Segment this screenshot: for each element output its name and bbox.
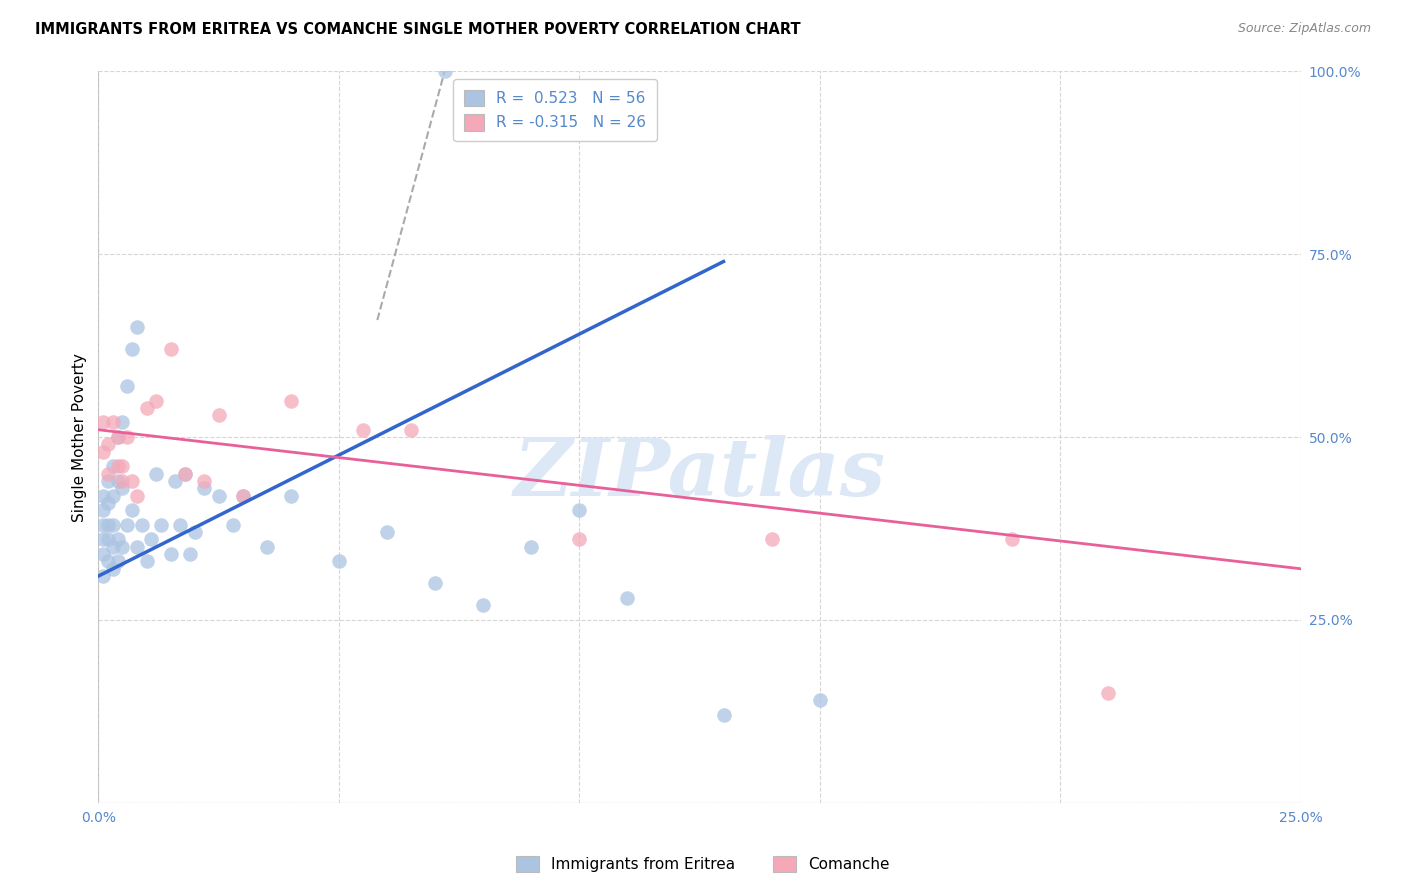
Text: IMMIGRANTS FROM ERITREA VS COMANCHE SINGLE MOTHER POVERTY CORRELATION CHART: IMMIGRANTS FROM ERITREA VS COMANCHE SING… — [35, 22, 801, 37]
Point — [117, 517, 139, 532]
Point — [91, 503, 114, 517]
Legend: R =  0.523   N = 56, R = -0.315   N = 26: R = 0.523 N = 56, R = -0.315 N = 26 — [454, 79, 657, 141]
Point — [97, 533, 120, 547]
Point — [399, 423, 422, 437]
Point — [472, 599, 495, 613]
Point — [280, 489, 302, 503]
Point — [145, 467, 167, 481]
Point — [97, 467, 120, 481]
Point — [91, 569, 114, 583]
Point — [97, 496, 120, 510]
Point — [208, 489, 231, 503]
Point — [141, 533, 163, 547]
Point — [125, 489, 148, 503]
Point — [193, 474, 215, 488]
Point — [121, 503, 143, 517]
Legend: Immigrants from Eritrea, Comanche: Immigrants from Eritrea, Comanche — [509, 848, 897, 880]
Point — [117, 379, 139, 393]
Point — [159, 547, 181, 561]
Point — [125, 320, 148, 334]
Point — [375, 525, 398, 540]
Point — [107, 430, 129, 444]
Point — [169, 517, 191, 532]
Point — [107, 474, 129, 488]
Point — [111, 459, 134, 474]
Point — [1001, 533, 1024, 547]
Point — [713, 708, 735, 723]
Point — [107, 430, 129, 444]
Point — [107, 554, 129, 568]
Point — [520, 540, 543, 554]
Point — [193, 481, 215, 495]
Point — [91, 416, 114, 430]
Point — [101, 540, 124, 554]
Point — [222, 517, 245, 532]
Point — [101, 562, 124, 576]
Point — [101, 517, 124, 532]
Point — [1097, 686, 1119, 700]
Point — [135, 554, 157, 568]
Point — [135, 401, 157, 415]
Point — [121, 474, 143, 488]
Point — [97, 474, 120, 488]
Point — [107, 533, 129, 547]
Text: ZIPatlas: ZIPatlas — [513, 435, 886, 512]
Point — [91, 444, 114, 458]
Point — [145, 393, 167, 408]
Point — [423, 576, 446, 591]
Point — [91, 547, 114, 561]
Point — [97, 517, 120, 532]
Point — [208, 408, 231, 422]
Point — [568, 503, 591, 517]
Point — [232, 489, 254, 503]
Point — [179, 547, 201, 561]
Point — [131, 517, 153, 532]
Point — [91, 517, 114, 532]
Point — [149, 517, 172, 532]
Point — [328, 554, 350, 568]
Point — [125, 540, 148, 554]
Point — [111, 540, 134, 554]
Point — [352, 423, 374, 437]
Point — [183, 525, 205, 540]
Point — [280, 393, 302, 408]
Point — [121, 343, 143, 357]
Point — [433, 64, 456, 78]
Point — [232, 489, 254, 503]
Point — [159, 343, 181, 357]
Point — [101, 489, 124, 503]
Y-axis label: Single Mother Poverty: Single Mother Poverty — [72, 352, 87, 522]
Point — [111, 481, 134, 495]
Point — [174, 467, 197, 481]
Point — [174, 467, 197, 481]
Text: Source: ZipAtlas.com: Source: ZipAtlas.com — [1237, 22, 1371, 36]
Point — [616, 591, 638, 605]
Point — [91, 489, 114, 503]
Point — [165, 474, 187, 488]
Point — [97, 437, 120, 451]
Point — [117, 430, 139, 444]
Point — [808, 693, 831, 707]
Point — [111, 416, 134, 430]
Point — [91, 533, 114, 547]
Point — [97, 554, 120, 568]
Point — [761, 533, 783, 547]
Point — [107, 459, 129, 474]
Point — [568, 533, 591, 547]
Point — [111, 474, 134, 488]
Point — [101, 416, 124, 430]
Point — [101, 459, 124, 474]
Point — [256, 540, 278, 554]
